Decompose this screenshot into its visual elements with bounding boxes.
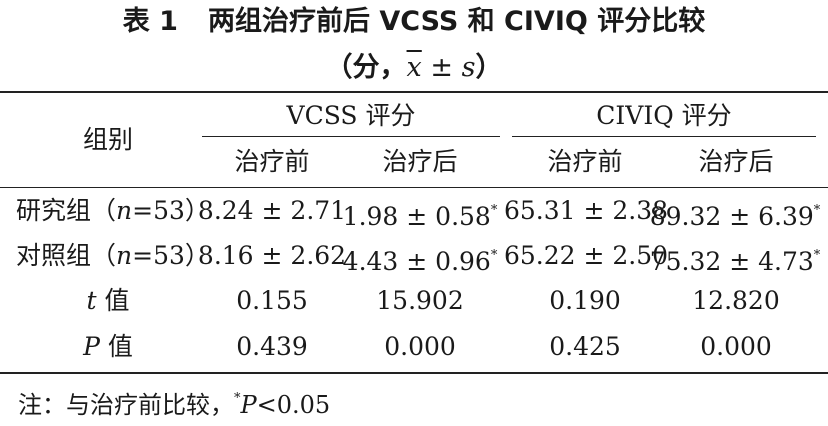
footnote-threshold: <0.05	[256, 391, 331, 419]
unit-sd-symbol: s	[461, 52, 476, 83]
table-title: 表 1 两组治疗前后 VCSS 和 CIVIQ 评分比较	[0, 2, 828, 42]
row-label-prefix: 对照组（	[16, 241, 117, 270]
control-vcss-after: 4.43 ± 0.96*	[343, 241, 498, 277]
table-footnote: 注：与治疗前比较，*P<0.05	[18, 384, 330, 420]
study-vcss-after: 1.98 ± 0.58*	[343, 196, 498, 232]
footnote-p-symbol: P	[240, 391, 257, 419]
p-civiq-before: 0.425	[549, 332, 621, 361]
table-caption: 两组治疗前后 VCSS 和 CIVIQ 评分比较	[207, 6, 706, 37]
unit-open: （分，	[325, 52, 407, 83]
study-civiq-after: 89.32 ± 6.39*	[650, 196, 821, 232]
t-civiq-before: 0.190	[549, 286, 621, 315]
header-vcss: VCSS 评分	[286, 101, 416, 130]
p-value-label: P 值	[83, 332, 133, 362]
t-vcss-after: 15.902	[376, 286, 464, 315]
significance-mark: *	[813, 248, 821, 263]
study-vcss-before: 8.24 ± 2.71	[197, 196, 347, 225]
p-symbol: P	[83, 332, 100, 361]
p-label: 值	[99, 332, 133, 361]
footnote-mark: *	[234, 391, 241, 406]
header-vcss-before: 治疗前	[234, 147, 310, 176]
row-label-n: n	[116, 241, 133, 270]
p-vcss-after: 0.000	[384, 332, 456, 361]
bottom-rule	[0, 372, 828, 374]
control-civiq-after: 75.32 ± 4.73*	[650, 241, 821, 277]
footnote-prefix: 注：与治疗前比较，	[18, 391, 234, 419]
control-vcss-after-value: 4.43 ± 0.96	[342, 247, 491, 276]
header-civiq: CIVIQ 评分	[596, 101, 732, 130]
row-label-prefix: 研究组（	[16, 196, 117, 225]
table-row-control-label: 对照组（n=53）	[16, 241, 210, 271]
header-civiq-after: 治疗后	[698, 147, 774, 176]
row-label-n: n	[116, 196, 133, 225]
table-row-study-label: 研究组（n=53）	[16, 196, 210, 226]
header-rule	[0, 187, 828, 188]
row-label-suffix: =53）	[132, 241, 210, 270]
civiq-header-rule	[512, 136, 816, 137]
t-symbol: t	[86, 286, 97, 315]
t-label: 值	[96, 286, 130, 315]
p-civiq-after: 0.000	[700, 332, 772, 361]
table-number: 表 1	[122, 6, 178, 37]
study-civiq-after-value: 89.32 ± 6.39	[649, 202, 814, 231]
t-vcss-before: 0.155	[236, 286, 308, 315]
study-civiq-before: 65.31 ± 2.38	[503, 196, 669, 225]
control-civiq-before: 65.22 ± 2.50	[503, 241, 669, 270]
study-vcss-after-value: 1.98 ± 0.58	[342, 202, 491, 231]
unit-pm: ±	[421, 52, 462, 83]
p-vcss-before: 0.439	[236, 332, 308, 361]
significance-mark: *	[490, 203, 498, 218]
top-rule	[0, 91, 828, 93]
significance-mark: *	[490, 248, 498, 263]
control-vcss-before: 8.16 ± 2.62	[197, 241, 347, 270]
control-civiq-after-value: 75.32 ± 4.73	[649, 247, 814, 276]
header-vcss-after: 治疗后	[382, 147, 458, 176]
table-unit: （分，x ± s）	[0, 48, 828, 88]
t-civiq-after: 12.820	[692, 286, 780, 315]
header-civiq-before: 治疗前	[547, 147, 623, 176]
header-group: 组别	[82, 125, 134, 154]
unit-close: ）	[475, 52, 503, 83]
vcss-header-rule	[202, 136, 500, 137]
unit-mean-symbol: x	[406, 52, 422, 83]
row-label-suffix: =53）	[132, 196, 210, 225]
t-value-label: t 值	[87, 286, 130, 316]
significance-mark: *	[813, 203, 821, 218]
